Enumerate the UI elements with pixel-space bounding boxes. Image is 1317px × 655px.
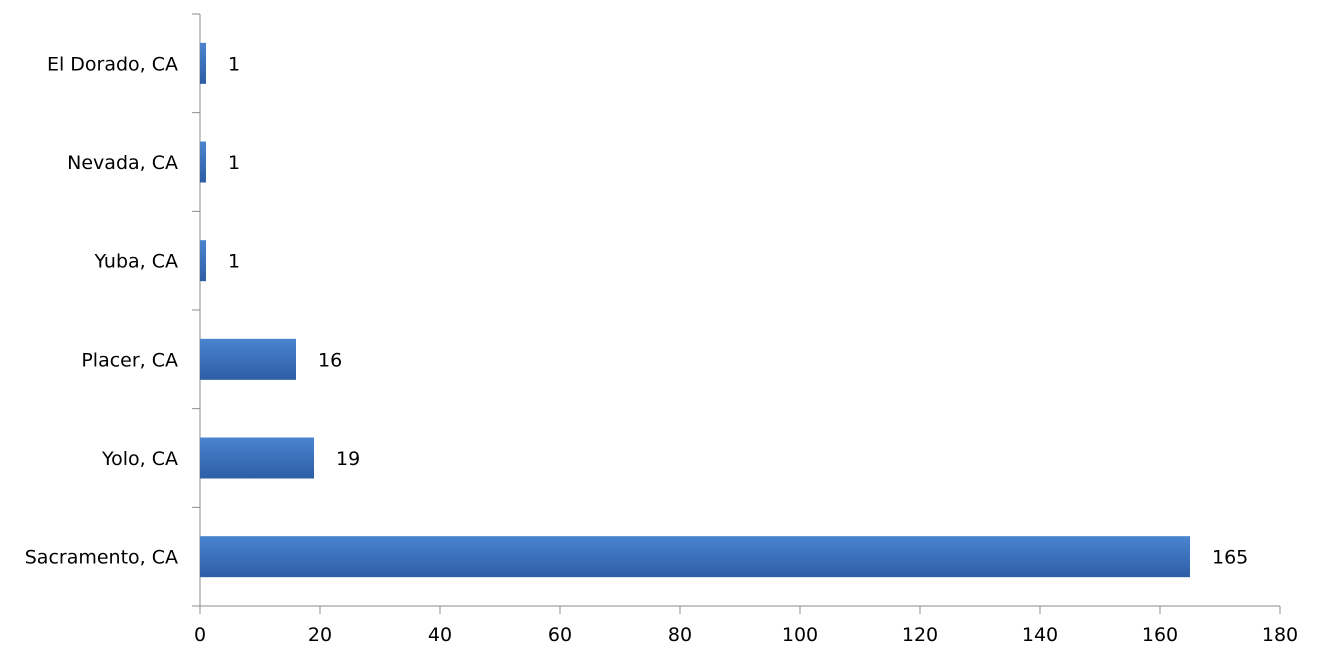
- x-tick-label: 160: [1142, 624, 1178, 646]
- category-label: El Dorado, CA: [47, 53, 178, 75]
- bar: [200, 141, 206, 183]
- category-label: Nevada, CA: [67, 152, 178, 174]
- bar: [200, 42, 206, 84]
- data-label: 19: [336, 448, 360, 470]
- axes: [192, 13, 1281, 614]
- data-label: 16: [318, 349, 342, 371]
- bars: [200, 42, 1190, 578]
- x-tick-label: 180: [1262, 624, 1298, 646]
- data-label: 1: [228, 251, 240, 273]
- labels: 0 20 40 60 80 100 120 140 160 180 Sacramento, CA 16…: [25, 53, 1298, 646]
- data-label: 1: [228, 53, 240, 75]
- bar: [200, 338, 296, 380]
- x-tick-label: 120: [902, 624, 938, 646]
- x-tick-label: 60: [548, 624, 572, 646]
- category-label: Yuba, CA: [93, 251, 178, 273]
- data-label: 1: [228, 152, 240, 174]
- data-label: 165: [1212, 547, 1248, 569]
- x-tick-label: 20: [308, 624, 332, 646]
- bar: [200, 240, 206, 282]
- category-label: Sacramento, CA: [25, 547, 178, 569]
- x-tick-label: 40: [428, 624, 452, 646]
- x-tick-label: 140: [1022, 624, 1058, 646]
- category-label: Placer, CA: [81, 349, 178, 371]
- category-label: Yolo, CA: [101, 448, 178, 470]
- bar: [200, 536, 1190, 578]
- x-tick-label: 80: [668, 624, 692, 646]
- x-tick-label: 100: [782, 624, 818, 646]
- bar: [200, 437, 314, 479]
- x-tick-label: 0: [194, 624, 206, 646]
